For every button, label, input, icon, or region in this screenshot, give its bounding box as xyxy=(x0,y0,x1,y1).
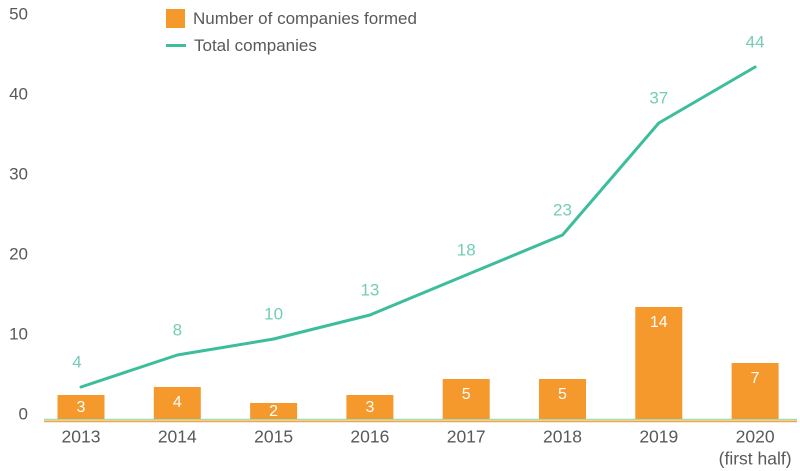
y-axis-tick-label: 50 xyxy=(9,4,28,23)
x-axis-label-2020: 2020 xyxy=(736,427,775,447)
y-axis-tick-label: 40 xyxy=(9,84,28,103)
line-value-label: 4 xyxy=(72,352,81,371)
bar-value-label: 3 xyxy=(365,399,374,416)
bar-2018 xyxy=(539,379,586,419)
x-axis-sublabel-2020: (first half) xyxy=(719,449,792,469)
legend-label-companies-formed: Number of companies formed xyxy=(193,8,417,28)
bar-value-label: 7 xyxy=(751,370,760,387)
bar-value-label: 5 xyxy=(558,386,567,403)
bar-2020 xyxy=(731,363,779,419)
bar-2016 xyxy=(346,395,394,419)
x-axis-label-2016: 2016 xyxy=(350,427,389,447)
line-value-label: 13 xyxy=(360,280,379,299)
bar-value-label: 3 xyxy=(77,399,86,416)
x-axis-label-2015: 2015 xyxy=(254,427,293,447)
bar-value-label: 14 xyxy=(650,314,668,331)
line-value-label: 8 xyxy=(173,320,182,339)
x-axis-label-2019: 2019 xyxy=(639,427,678,447)
bar-2015 xyxy=(250,403,298,419)
x-axis-label-2017: 2017 xyxy=(447,427,486,447)
bar-value-label: 4 xyxy=(173,394,182,411)
legend: Number of companies formed Total compani… xyxy=(166,9,417,55)
bar-2019 xyxy=(635,307,683,419)
line-value-label: 18 xyxy=(457,240,476,259)
bar-value-label: 2 xyxy=(269,403,278,420)
y-axis-tick-label: 20 xyxy=(9,244,28,263)
line-series-swatch xyxy=(166,44,186,47)
x-axis-label-2018: 2018 xyxy=(543,427,582,447)
y-axis-tick-label: 0 xyxy=(19,404,28,423)
y-axis-tick-label: 30 xyxy=(9,164,28,183)
total-companies-line xyxy=(79,65,757,389)
line-value-label: 10 xyxy=(264,304,283,323)
line-value-label: 44 xyxy=(746,32,765,51)
bar-2017 xyxy=(442,379,490,419)
line-value-label: 23 xyxy=(553,200,572,219)
bar-series-swatch xyxy=(166,9,185,28)
y-axis-tick-label: 10 xyxy=(9,324,28,343)
x-axis-label-2013: 2013 xyxy=(62,427,101,447)
bar-2013 xyxy=(57,395,105,419)
legend-item-total-companies: Total companies xyxy=(166,36,417,55)
bar-2014 xyxy=(153,387,201,419)
legend-label-total-companies: Total companies xyxy=(194,35,317,55)
x-axis-label-2014: 2014 xyxy=(158,427,197,447)
line-value-label: 37 xyxy=(649,88,668,107)
legend-item-companies-formed: Number of companies formed xyxy=(166,9,417,28)
bar-value-label: 5 xyxy=(462,386,471,403)
